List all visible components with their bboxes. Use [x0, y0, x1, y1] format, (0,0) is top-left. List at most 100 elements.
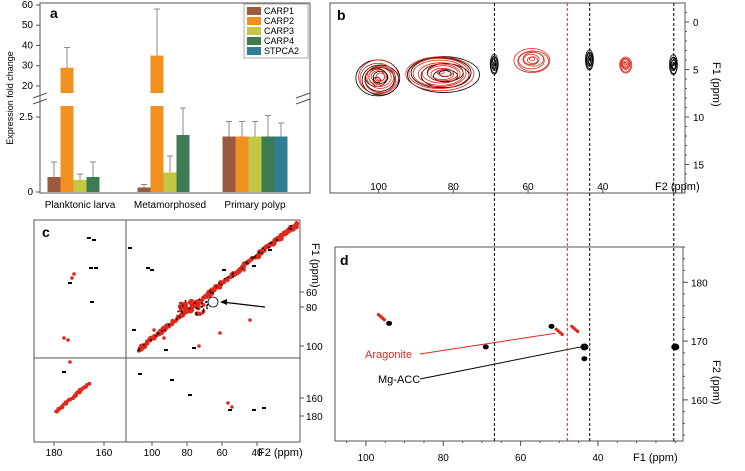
- diagonal-peak-black: [215, 286, 218, 288]
- peak-contour-red: [517, 50, 550, 72]
- bar-carp2: [60, 106, 74, 192]
- peak-contour-black: [490, 55, 498, 74]
- peak-black: [671, 343, 680, 351]
- peak-black: [192, 347, 196, 349]
- a-y-tick-label: 30: [22, 61, 34, 72]
- c-x-tick-label: 180: [46, 448, 63, 459]
- diagonal-peak-black: [178, 315, 181, 318]
- legend-label-stpca2: STPCA2: [264, 46, 299, 56]
- a-axis-break-4: [295, 98, 311, 105]
- peak-black: [92, 239, 96, 241]
- peak-contour-red: [370, 70, 386, 83]
- peak-contour-red: [513, 48, 551, 73]
- peak-black: [62, 371, 66, 373]
- b-x-tick-label: 80: [448, 182, 460, 193]
- peak-black: [548, 323, 555, 329]
- peak-red: [382, 318, 386, 322]
- diagonal-peak-red: [294, 222, 299, 227]
- cluster-peak-red: [188, 298, 194, 304]
- panel-d-frame: [334, 246, 684, 442]
- d-y-tick-label: 180: [691, 278, 708, 289]
- c-x-tick-label: 60: [216, 448, 228, 459]
- peak-red: [152, 328, 156, 332]
- diagonal-peak-black: [262, 247, 265, 250]
- peak-contour-red: [417, 62, 464, 86]
- peak-contour-black: [410, 57, 472, 89]
- diagonal-peak-black: [218, 282, 221, 285]
- diagonal-peak-black: [261, 251, 263, 254]
- y-axis-label-a: Expression fold change: [5, 51, 15, 145]
- panel-b-frame: [329, 2, 686, 194]
- panel-a: a Expression fold change 203040506002.5 …: [5, 0, 311, 211]
- a-x-tick-labels: Planktonic larva Metamorphosed Primary pol…: [45, 200, 286, 211]
- d-x-axis-label: F1 (ppm): [633, 452, 678, 464]
- peak-contour-red: [375, 76, 381, 82]
- bar-stpca2: [274, 136, 288, 192]
- legend-swatch-carp2: [247, 17, 261, 25]
- peak-red: [248, 318, 252, 322]
- annotation-mg-acc: Mg-ACC: [378, 374, 420, 386]
- bar-carp3: [163, 172, 177, 192]
- a-error-bars: [51, 8, 284, 188]
- b-y-tick-label: 0: [693, 18, 699, 29]
- a-axis: 20 30 40 50 60 0 2.5: [19, 0, 311, 198]
- c-spectra: [54, 220, 300, 414]
- c-x-tick-label: 100: [144, 448, 161, 459]
- c-x-tick-label: 80: [181, 448, 193, 459]
- bar-carp4: [261, 136, 275, 192]
- cluster-peak-red: [190, 303, 194, 307]
- bar-carp4: [176, 135, 190, 192]
- diagonal-peak-black: [220, 283, 223, 286]
- cluster-peak-black: [201, 302, 203, 304]
- peak-contour-red: [622, 60, 629, 69]
- a-y-tick-label: 2.5: [19, 112, 33, 123]
- d-x-tick-label: 80: [438, 453, 450, 464]
- highlight-circle: [207, 296, 219, 308]
- peak-contour-red: [412, 59, 467, 87]
- cluster-peak-black: [195, 307, 198, 310]
- diagonal-peak-black: [290, 228, 293, 230]
- diagonal-peak-black: [149, 339, 152, 342]
- peak-contour-red: [436, 69, 445, 75]
- bar-carp2: [150, 106, 164, 192]
- peak-contour-red: [358, 59, 400, 95]
- peak-black: [89, 267, 93, 269]
- legend-swatch-carp3: [247, 27, 261, 35]
- diagonal-peak-black: [263, 248, 266, 251]
- diagonal-peak-black: [168, 323, 171, 326]
- pointer-arrowhead: [220, 299, 227, 305]
- peak-red: [197, 344, 201, 348]
- c-y-tick-label: 60: [306, 288, 318, 299]
- peak-red: [68, 360, 72, 364]
- peak-contour-red: [368, 67, 392, 87]
- d-spectra: [376, 312, 680, 380]
- d-x-tick-label: 100: [358, 453, 375, 464]
- c-y-tick-label: 80: [306, 303, 318, 314]
- d-x-axis: 100 80 60 40: [346, 441, 676, 464]
- cluster-peak-red: [183, 306, 189, 312]
- diagonal-peak-black: [175, 318, 178, 320]
- diagonal-peak-black: [258, 252, 261, 255]
- peak-contour-red: [427, 65, 459, 82]
- legend-swatch-stpca2: [247, 47, 261, 55]
- diagonal-peak-black: [212, 291, 215, 294]
- diagonal-peak-black: [138, 349, 140, 352]
- cluster-peak-red: [195, 301, 200, 306]
- annotation-arrow-aragonite: [419, 332, 556, 355]
- panel-d-label: d: [340, 252, 349, 268]
- cluster-peak-black: [177, 310, 179, 313]
- cluster-peak-black: [205, 305, 208, 307]
- diagonal-peak-black: [269, 242, 271, 245]
- diagonal-peak-black: [154, 334, 157, 337]
- cluster-peak-black: [195, 313, 198, 316]
- legend-label-carp4: CARP4: [264, 36, 294, 46]
- panel-b-label: b: [337, 7, 346, 23]
- cluster-peak-red: [182, 312, 187, 316]
- cluster-peak-black: [195, 311, 198, 314]
- panel-c-label: c: [42, 224, 50, 240]
- b-x-tick-label: 100: [370, 182, 387, 193]
- cluster-peak-black: [206, 307, 209, 310]
- peak-black: [87, 237, 91, 239]
- bar-carp2: [60, 67, 74, 93]
